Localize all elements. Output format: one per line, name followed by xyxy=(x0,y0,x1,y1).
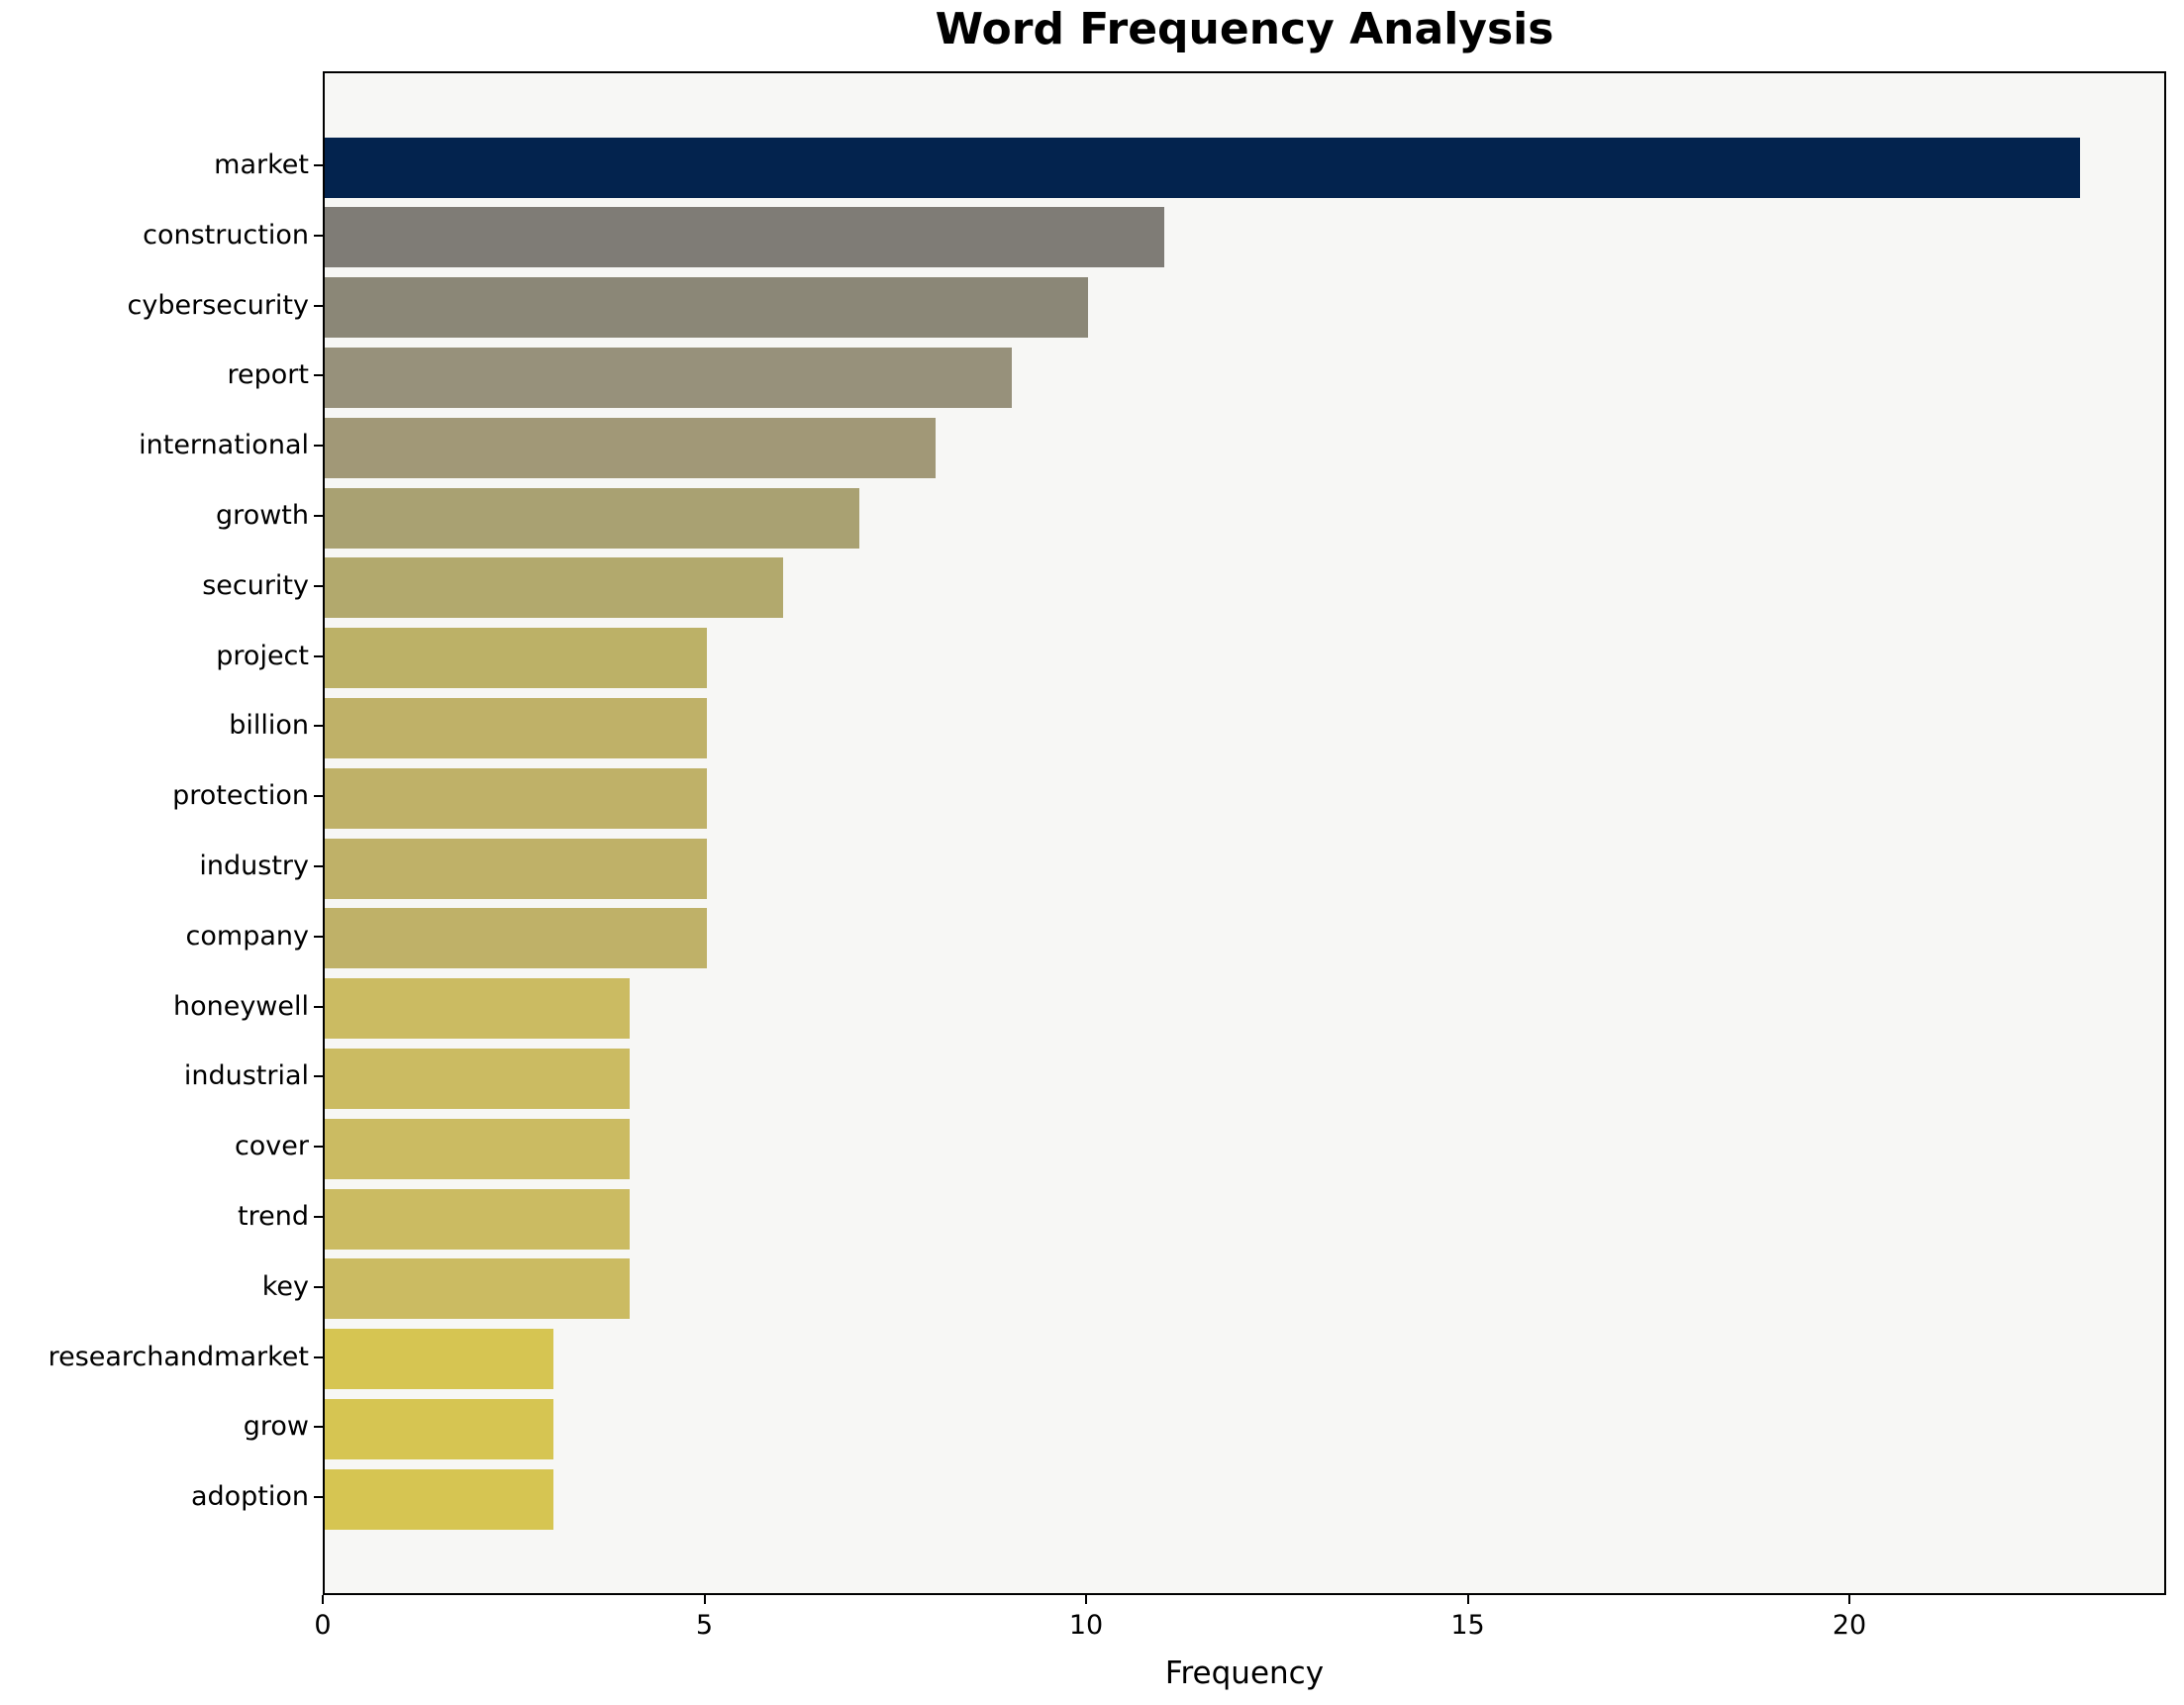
y-tick-mark xyxy=(314,1285,323,1288)
y-tick-label-researchandmarket: researchandmarket xyxy=(48,1341,309,1372)
bar-protection xyxy=(325,767,707,829)
bar-market xyxy=(325,137,2080,198)
y-tick-label-adoption: adoption xyxy=(190,1481,309,1513)
x-tick-label-15: 15 xyxy=(1450,1610,1485,1641)
x-tick-label-0: 0 xyxy=(314,1610,332,1641)
x-tick-mark xyxy=(1848,1595,1851,1604)
y-tick-mark xyxy=(314,584,323,587)
y-tick-label-security: security xyxy=(202,569,309,601)
x-tick-label-5: 5 xyxy=(695,1610,714,1641)
bar-construction xyxy=(325,207,1164,268)
y-tick-mark xyxy=(314,1355,323,1358)
bar-cover xyxy=(325,1118,630,1179)
x-tick-mark xyxy=(322,1595,324,1604)
y-tick-mark xyxy=(314,935,323,938)
y-tick-mark xyxy=(314,234,323,237)
y-tick-label-growth: growth xyxy=(216,500,309,531)
y-tick-label-trend: trend xyxy=(238,1201,309,1232)
bar-project xyxy=(325,628,707,689)
x-tick-mark xyxy=(703,1595,706,1604)
y-tick-mark xyxy=(314,515,323,517)
plot-area xyxy=(323,71,2166,1595)
chart-title: Word Frequency Analysis xyxy=(935,4,1554,54)
bar-adoption xyxy=(325,1468,553,1530)
bar-trend xyxy=(325,1188,630,1250)
y-tick-mark xyxy=(314,445,323,448)
y-tick-label-protection: protection xyxy=(172,780,309,812)
bar-security xyxy=(325,557,783,619)
y-tick-mark xyxy=(314,1496,323,1499)
y-tick-mark xyxy=(314,865,323,867)
y-tick-label-market: market xyxy=(214,150,309,180)
y-tick-mark xyxy=(314,1146,323,1149)
y-tick-label-grow: grow xyxy=(243,1411,309,1443)
y-tick-label-construction: construction xyxy=(143,219,309,251)
y-tick-mark xyxy=(314,1216,323,1218)
y-tick-mark xyxy=(314,795,323,798)
y-tick-label-industry: industry xyxy=(199,851,309,881)
y-tick-label-honeywell: honeywell xyxy=(172,990,309,1022)
bar-honeywell xyxy=(325,978,630,1040)
bar-industrial xyxy=(325,1048,630,1109)
y-tick-label-report: report xyxy=(227,359,309,391)
y-tick-label-international: international xyxy=(139,430,309,461)
y-tick-label-cover: cover xyxy=(234,1131,309,1162)
x-tick-mark xyxy=(1085,1595,1087,1604)
x-axis-label: Frequency xyxy=(1164,1655,1325,1691)
bar-key xyxy=(325,1258,630,1320)
y-tick-mark xyxy=(314,654,323,657)
x-tick-label-20: 20 xyxy=(1832,1610,1867,1641)
bar-report xyxy=(325,347,1012,408)
y-tick-label-company: company xyxy=(185,920,309,952)
bar-industry xyxy=(325,838,707,899)
x-tick-mark xyxy=(1466,1595,1469,1604)
y-tick-mark xyxy=(314,304,323,307)
y-tick-mark xyxy=(314,1005,323,1008)
y-tick-label-key: key xyxy=(261,1270,309,1302)
y-tick-label-project: project xyxy=(216,640,309,671)
y-tick-mark xyxy=(314,725,323,728)
x-tick-label-10: 10 xyxy=(1068,1610,1104,1641)
y-tick-label-cybersecurity: cybersecurity xyxy=(127,289,309,321)
bar-researchandmarket xyxy=(325,1329,553,1390)
bar-billion xyxy=(325,697,707,758)
y-tick-mark xyxy=(314,164,323,166)
bar-grow xyxy=(325,1398,553,1459)
bar-cybersecurity xyxy=(325,277,1088,339)
y-tick-mark xyxy=(314,1075,323,1078)
bar-international xyxy=(325,417,936,478)
y-tick-mark xyxy=(314,1426,323,1429)
bar-growth xyxy=(325,487,859,549)
bar-company xyxy=(325,908,707,969)
y-tick-mark xyxy=(314,374,323,377)
y-tick-label-industrial: industrial xyxy=(183,1060,309,1092)
y-tick-label-billion: billion xyxy=(229,710,309,742)
